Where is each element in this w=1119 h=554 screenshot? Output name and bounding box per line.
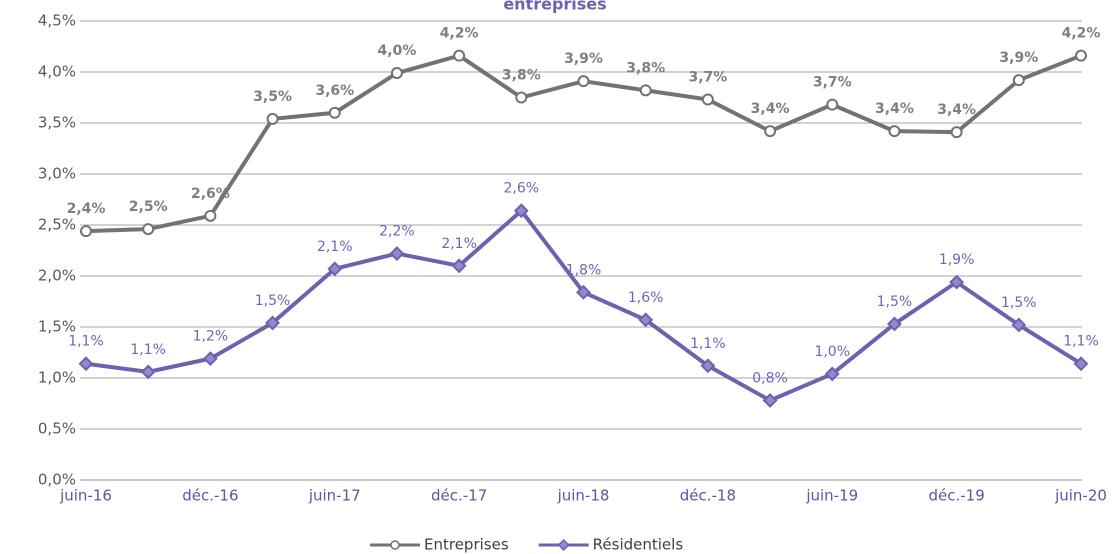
marker [451,258,467,274]
marker [1011,317,1027,333]
marker [949,274,965,290]
marker [204,209,217,222]
y-tick-label: 1,5% [38,318,76,336]
series-line [85,208,1083,403]
y-tick-label: 4,5% [38,12,76,30]
y-tick-label: 0,5% [38,420,76,438]
marker [142,223,155,236]
data-label: 1,5% [255,293,291,309]
data-label: 1,5% [1001,295,1037,311]
marker [888,125,901,138]
marker [513,203,529,219]
data-label: 1,6% [628,290,664,306]
data-label: 2,5% [129,199,168,215]
y-tick-label: 3,5% [38,114,76,132]
marker [639,84,652,97]
data-label: 2,6% [191,186,230,202]
data-label: 1,1% [130,342,166,358]
x-tick-label: déc.-16 [182,487,238,505]
marker [140,364,156,380]
marker [762,393,778,408]
y-tick-label: 0,0% [38,471,76,489]
data-label: 2,1% [441,236,477,252]
data-label: 3,9% [564,51,603,67]
marker [824,366,840,382]
data-label: 1,8% [566,262,602,278]
legend-label: Entreprises [424,536,509,554]
x-tick-label: déc.-17 [431,487,487,505]
data-label: 2,4% [67,201,106,217]
marker [700,358,716,374]
marker [390,67,403,80]
x-tick-label: juin-18 [557,487,610,505]
marker [327,261,343,277]
data-label: 1,1% [68,334,104,350]
legend-marker [390,540,400,550]
data-label: 3,7% [813,75,852,91]
x-tick-label: juin-17 [308,487,361,505]
marker [78,356,94,372]
data-label: 3,9% [999,50,1038,66]
marker [515,91,528,104]
x-tick-label: juin-19 [805,487,858,505]
y-tick-label: 2,5% [38,216,76,234]
marker [1012,74,1025,87]
data-label: 1,0% [814,344,850,360]
marker [1073,356,1089,372]
data-label: 1,2% [193,329,229,345]
data-label: 2,2% [379,224,415,240]
legend-marker [557,538,570,552]
x-tick-label: juin-16 [59,487,112,505]
data-label: 4,2% [440,26,479,42]
marker [453,49,466,62]
data-label: 2,1% [317,239,353,255]
data-label: 1,5% [877,294,913,310]
marker [950,126,963,139]
chart-title: entreprises [503,0,606,14]
marker [328,106,341,119]
data-label: 1,1% [1063,334,1099,350]
marker [265,315,280,331]
data-label: 3,5% [253,89,292,105]
x-tick-label: juin-20 [1054,487,1107,505]
legend-label: Résidentiels [593,536,684,554]
x-tick-label: déc.-18 [680,487,736,505]
data-label: 1,1% [690,336,726,352]
data-label: 4,2% [1062,26,1101,42]
marker [80,225,92,238]
y-tick-label: 3,0% [38,165,76,183]
data-label: 3,4% [875,101,914,117]
marker [389,246,405,261]
marker [576,284,591,300]
x-tick-label: déc.-19 [928,487,984,505]
marker [638,312,654,328]
marker [202,351,218,367]
marker [1075,49,1087,62]
y-tick-label: 2,0% [38,267,76,285]
data-label: 3,4% [751,101,790,117]
data-label: 3,8% [626,60,665,76]
data-label: 3,6% [315,83,354,99]
data-label: 0,8% [752,370,788,386]
marker [266,112,279,125]
data-label: 2,6% [504,181,540,197]
y-tick-label: 4,0% [38,63,76,81]
marker [826,98,839,111]
data-label: 3,4% [937,102,976,118]
data-label: 3,8% [502,68,541,84]
marker [577,75,590,88]
marker [887,316,902,332]
marker [764,125,777,138]
data-label: 3,7% [688,70,727,86]
marker [701,93,714,106]
y-tick-label: 1,0% [38,369,76,387]
data-label: 4,0% [378,43,417,59]
data-label: 1,9% [939,252,975,268]
